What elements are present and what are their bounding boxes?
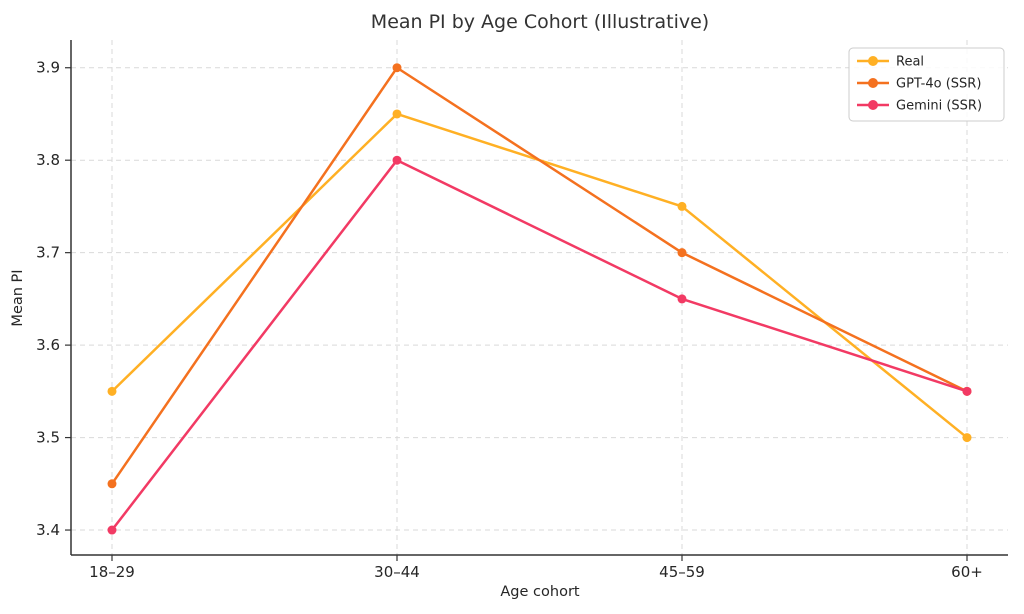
data-point-gpt-4o-ssr [107, 479, 117, 489]
data-point-gemini-ssr [392, 155, 402, 165]
legend-item-gpt-4o-ssr: GPT-4o (SSR) [857, 76, 981, 91]
legend-label: Gemini (SSR) [896, 98, 982, 113]
x-tick-label: 30–44 [374, 563, 420, 581]
y-tick-label: 3.8 [36, 151, 60, 169]
legend-label: GPT-4o (SSR) [896, 76, 981, 91]
data-point-gpt-4o-ssr [677, 248, 687, 258]
data-point-real [107, 386, 117, 396]
data-point-gemini-ssr [962, 386, 972, 396]
y-tick-label: 3.9 [36, 59, 60, 77]
legend-box [848, 47, 1005, 122]
plot-area: 3.4 3.5 3.6 3.7 3.8 3.9 18–29 30–44 45–59 60+ [36, 40, 1008, 581]
y-tick-label: 3.4 [36, 521, 60, 539]
legend-marker [868, 56, 878, 66]
y-tick-label: 3.5 [36, 429, 60, 447]
legend-item-gemini-ssr: Gemini (SSR) [857, 98, 982, 113]
legend: Real GPT-4o (SSR) Gemini (SSR) [848, 47, 1005, 122]
x-tick-label: 45–59 [659, 563, 705, 581]
data-point-real [962, 433, 972, 443]
legend-item-real: Real [857, 54, 924, 69]
data-point-real [677, 201, 687, 211]
series-line-real [110, 112, 969, 439]
data-point-gemini-ssr [677, 294, 687, 304]
series-line-gpt-4o-ssr [110, 66, 969, 486]
data-point-gpt-4o-ssr [392, 63, 402, 73]
y-tick-label: 3.7 [36, 244, 60, 262]
legend-label: Real [896, 54, 924, 69]
x-tick-label: 60+ [951, 563, 983, 581]
x-tick-label: 18–29 [89, 563, 135, 581]
legend-marker [868, 78, 878, 88]
y-axis-label: Mean PI [10, 269, 26, 326]
legend-marker [868, 100, 878, 110]
chart-title: Mean PI by Age Cohort (Illustrative) [371, 11, 709, 33]
data-point-real [392, 109, 402, 119]
data-point-gemini-ssr [107, 525, 117, 535]
y-tick-label: 3.6 [36, 336, 60, 354]
series-line-gemini-ssr [110, 158, 969, 532]
x-axis-label: Age cohort [500, 584, 580, 600]
